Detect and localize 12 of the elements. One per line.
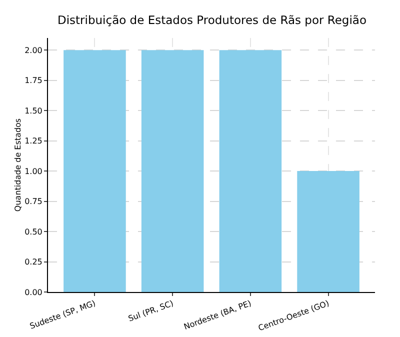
y-tick-label: 1.75 — [24, 76, 42, 86]
y-tick-label: 0.00 — [24, 288, 42, 297]
chart-title: Distribuição de Estados Produtores de Rãs por Região — [57, 13, 367, 28]
x-tick-label: Sul (PR, SC) — [127, 298, 175, 324]
y-tick-label: 1.50 — [24, 106, 42, 116]
y-tick-label: 1.25 — [24, 136, 42, 146]
y-tick-label: 1.00 — [24, 166, 42, 176]
y-tick-label: 0.50 — [24, 227, 42, 236]
y-tick-label: 2.00 — [24, 46, 42, 55]
y-axis-title: Quantidade de Estados — [14, 118, 23, 212]
y-tick-label: 0.75 — [24, 197, 42, 206]
y-tick-label: 0.25 — [24, 258, 42, 267]
